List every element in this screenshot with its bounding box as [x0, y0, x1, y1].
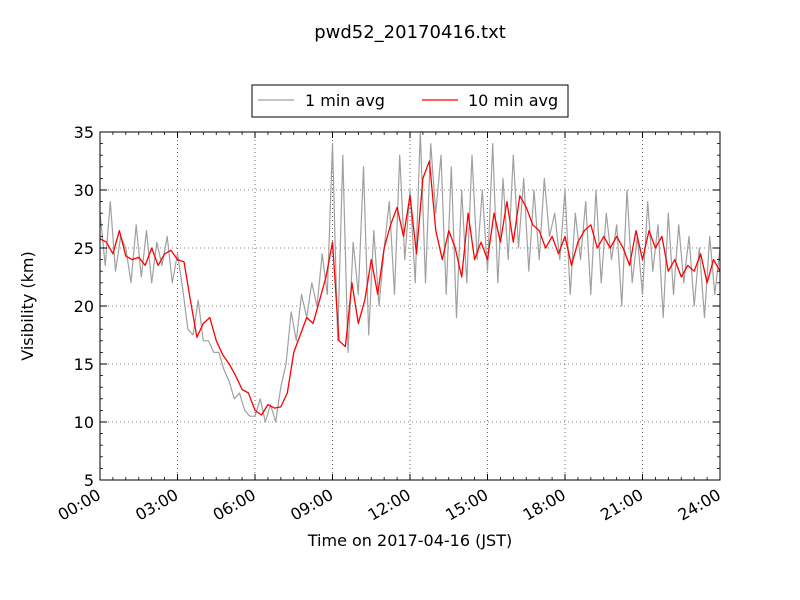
- y-tick-label: 25: [74, 239, 94, 258]
- chart-title: pwd52_20170416.txt: [314, 22, 506, 43]
- y-tick-label: 10: [74, 413, 94, 432]
- y-tick-label: 20: [74, 297, 94, 316]
- x-tick-label: 21:00: [597, 485, 646, 525]
- series-line-10min-avg: [100, 160, 720, 416]
- x-axis-label: Time on 2017-04-16 (JST): [307, 531, 512, 550]
- x-tick-label: 24:00: [675, 485, 724, 525]
- x-tick-label: 12:00: [365, 485, 414, 525]
- x-tick-labels: 00:00 03:00 06:00 09:00 12:00 15:00 18:00 21:00…: [55, 485, 724, 525]
- y-tick-label: 35: [74, 123, 94, 142]
- x-tick-label: 18:00: [520, 485, 569, 525]
- legend: 1 min avg 10 min avg: [251, 84, 569, 118]
- x-tick-label: 15:00: [442, 485, 491, 525]
- x-tick-label: 00:00: [55, 485, 104, 525]
- y-tick-labels: 5 10 15 20 25 30 35: [74, 123, 94, 490]
- x-tick-label: 09:00: [287, 485, 336, 525]
- x-tick-label: 03:00: [132, 485, 181, 525]
- series-line-1min-avg: [100, 132, 720, 423]
- legend-label-1min: 1 min avg: [305, 91, 385, 110]
- legend-label-10min: 10 min avg: [468, 91, 558, 110]
- x-tick-label: 06:00: [210, 485, 259, 525]
- y-tick-label: 30: [74, 181, 94, 200]
- series-layer: [100, 132, 720, 423]
- y-axis-label: Visibility (km): [18, 251, 37, 360]
- y-tick-label: 15: [74, 355, 94, 374]
- axis-ticks: [99, 131, 721, 481]
- y-tick-label: 5: [84, 471, 94, 490]
- grid-lines: [100, 132, 720, 480]
- legend-box: [251, 84, 569, 118]
